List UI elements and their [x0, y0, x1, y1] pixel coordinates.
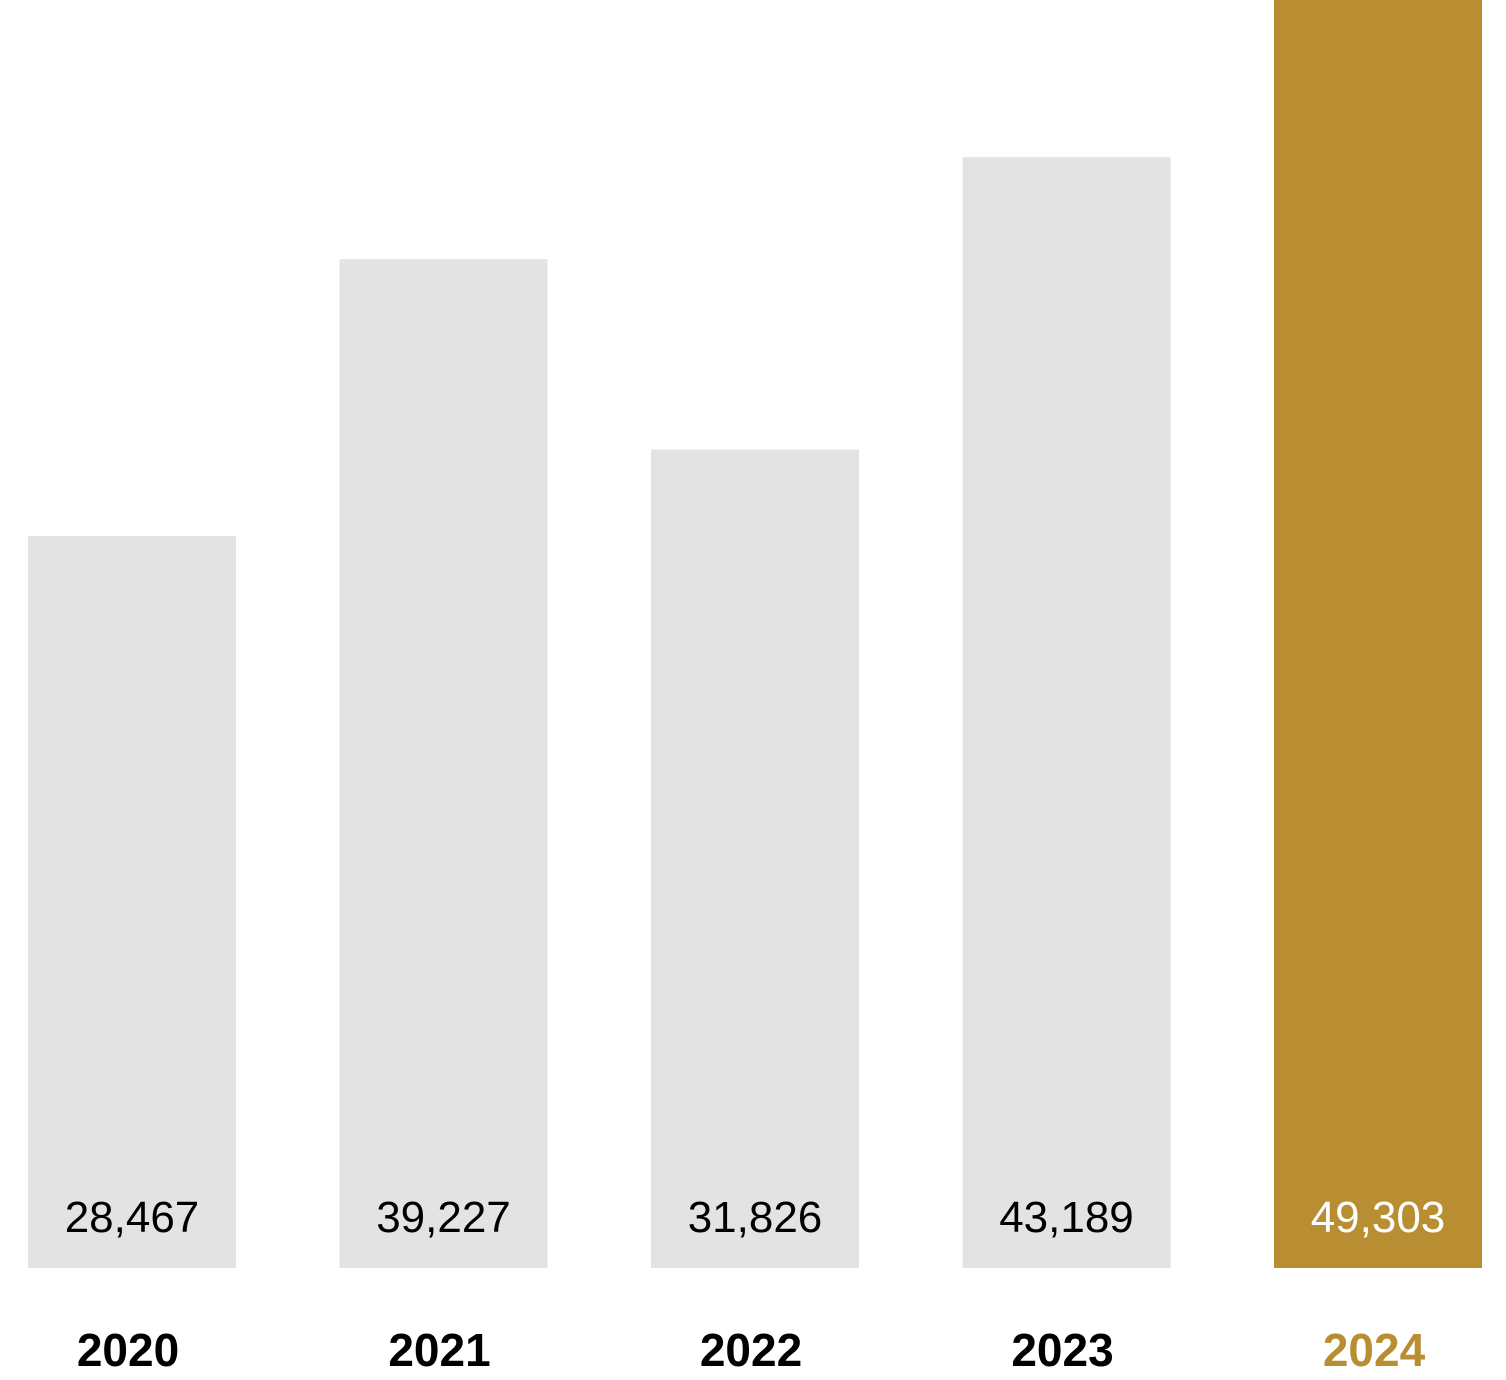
value-label-2023: 43,189	[999, 1193, 1134, 1242]
value-labels-layer: 28,467 39,227 31,826 43,189 49,303	[65, 1193, 1446, 1242]
bar-2020	[28, 535, 236, 1268]
category-labels-layer: 2020 2021 2022 2023 2024	[77, 1324, 1426, 1376]
value-label-2021: 39,227	[376, 1193, 511, 1242]
bar-2022	[651, 449, 859, 1268]
category-label-2021: 2021	[388, 1324, 490, 1376]
bars-layer	[28, 0, 1482, 1269]
category-label-2023: 2023	[1011, 1324, 1113, 1376]
category-label-2024: 2024	[1323, 1324, 1426, 1376]
value-label-2024: 49,303	[1311, 1193, 1446, 1242]
category-label-2020: 2020	[77, 1324, 179, 1376]
category-label-2022: 2022	[700, 1324, 802, 1376]
bar-2021	[339, 259, 548, 1269]
bar-2023	[962, 157, 1171, 1269]
value-label-2020: 28,467	[65, 1193, 200, 1242]
value-label-2022: 31,826	[688, 1193, 823, 1242]
bar-2024	[1274, 0, 1482, 1268]
